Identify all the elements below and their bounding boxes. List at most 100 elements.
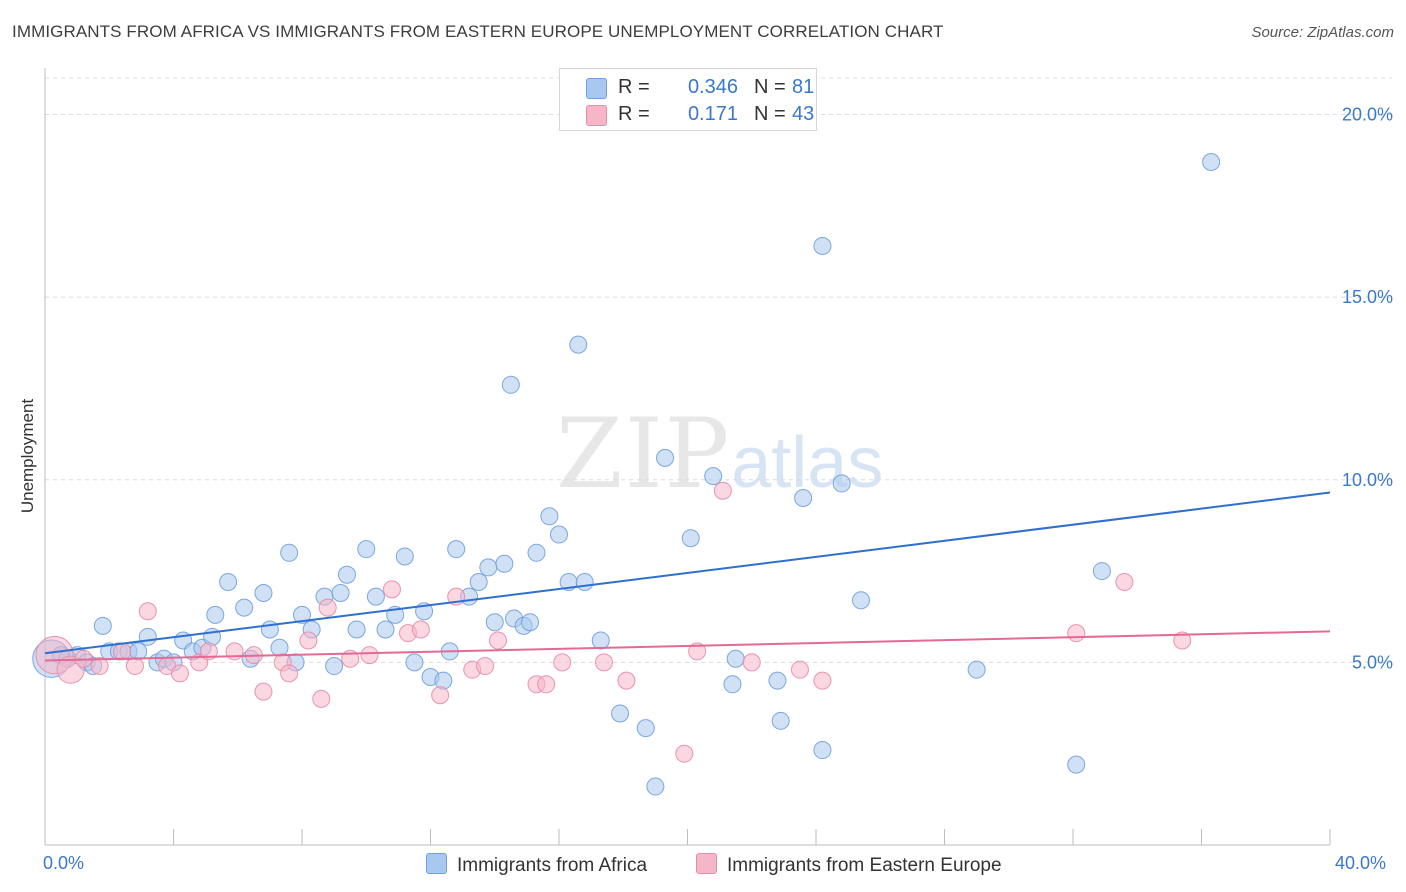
data-point-africa (206, 605, 225, 624)
data-point-eastern-europe (254, 682, 273, 701)
data-point-eastern-europe (360, 646, 379, 665)
data-point-africa (395, 547, 414, 566)
trend-line-eastern-europe (44, 630, 1331, 662)
legend-swatch-africa (586, 78, 607, 99)
data-point-eastern-europe (476, 657, 495, 676)
data-point-eastern-europe (299, 631, 318, 650)
y-tick-label: 5.0% (1352, 652, 1393, 672)
data-point-africa (337, 565, 356, 584)
data-point-eastern-europe (125, 657, 144, 676)
legend-swatch-eastern-europe (586, 105, 607, 126)
data-point-africa (646, 777, 665, 796)
data-point-africa (611, 704, 630, 723)
data-point-africa (331, 583, 350, 602)
data-point-eastern-europe (382, 580, 401, 599)
data-point-africa (681, 529, 700, 548)
data-point-eastern-europe (594, 653, 613, 672)
data-point-africa (771, 711, 790, 730)
data-point-africa (636, 719, 655, 738)
data-point-eastern-europe (688, 642, 707, 661)
legend-r-label: R = (618, 76, 650, 98)
legend-r-label: R = (618, 103, 650, 125)
correlation-legend: R = 0.346 N = 81 R = 0.171 N = 43 (559, 68, 817, 131)
source-credit: Source: ZipAtlas.com (1251, 24, 1394, 41)
x-tick-label-min: 0.0% (43, 853, 85, 873)
data-point-africa (405, 653, 424, 672)
data-point-africa (832, 474, 851, 493)
data-point-eastern-europe (411, 620, 430, 639)
data-point-africa (540, 507, 559, 526)
data-point-africa (235, 598, 254, 617)
data-point-africa (704, 467, 723, 486)
data-point-africa (485, 613, 504, 632)
data-point-eastern-europe (280, 664, 299, 683)
y-tick-label: 10.0% (1342, 470, 1393, 490)
data-point-eastern-europe (537, 675, 556, 694)
data-point-africa (347, 620, 366, 639)
data-point-africa (376, 620, 395, 639)
series-legend-africa: Immigrants from Africa (426, 853, 647, 877)
data-point-africa (813, 741, 832, 760)
data-point-africa (656, 448, 675, 467)
series-legend-eastern-europe: Immigrants from Eastern Europe (696, 853, 1002, 877)
data-point-eastern-europe (813, 671, 832, 690)
data-point-eastern-europe (713, 481, 732, 500)
data-point-eastern-europe (742, 653, 761, 672)
y-tick-label: 15.0% (1342, 287, 1393, 307)
data-point-eastern-europe (199, 642, 218, 661)
data-point-eastern-europe (138, 602, 157, 621)
x-tick-label-max: 40.0% (1335, 853, 1387, 873)
series-swatch-eastern-europe (696, 853, 717, 874)
y-axis-label: Unemployment (18, 398, 37, 514)
legend-n-value: 43 (792, 103, 815, 125)
data-point-africa (495, 554, 514, 573)
data-point-eastern-europe (617, 671, 636, 690)
data-point-africa (447, 540, 466, 559)
legend-n-label: N = (754, 76, 786, 98)
legend-r-value: 0.171 (687, 103, 738, 125)
data-point-eastern-europe (431, 686, 450, 705)
data-point-africa (851, 591, 870, 610)
data-point-eastern-europe (553, 653, 572, 672)
data-point-africa (138, 627, 157, 646)
data-point-eastern-europe (113, 642, 132, 661)
series-label-africa: Immigrants from Africa (457, 855, 648, 876)
data-point-africa (325, 657, 344, 676)
data-point-eastern-europe (318, 598, 337, 617)
trend-line-africa (44, 491, 1331, 655)
data-point-eastern-europe (488, 631, 507, 650)
data-point-africa (280, 543, 299, 562)
data-point-africa (1092, 562, 1111, 581)
chart-title: IMMIGRANTS FROM AFRICA VS IMMIGRANTS FRO… (12, 22, 944, 41)
data-point-africa (469, 573, 488, 592)
data-point-eastern-europe (170, 664, 189, 683)
data-point-africa (501, 375, 520, 394)
data-point-africa (1202, 153, 1221, 172)
data-point-africa (723, 675, 742, 694)
data-point-africa (813, 237, 832, 256)
series-swatch-africa (426, 853, 447, 874)
data-point-africa (569, 335, 588, 354)
data-point-eastern-europe (90, 657, 109, 676)
data-point-africa (479, 558, 498, 577)
data-point-africa (357, 540, 376, 559)
series-label-eastern-europe: Immigrants from Eastern Europe (727, 855, 1002, 876)
data-point-eastern-europe (312, 689, 331, 708)
data-point-africa (768, 671, 787, 690)
data-point-africa (434, 671, 453, 690)
data-point-africa (254, 583, 273, 602)
data-point-eastern-europe (790, 660, 809, 679)
data-point-africa (527, 543, 546, 562)
legend-n-value: 81 (792, 76, 815, 98)
data-point-eastern-europe (1173, 631, 1192, 650)
data-point-africa (270, 638, 289, 657)
legend-n-label: N = (754, 103, 786, 125)
data-point-africa (967, 660, 986, 679)
data-point-africa (575, 573, 594, 592)
data-point-africa (366, 587, 385, 606)
data-point-eastern-europe (1115, 573, 1134, 592)
data-point-africa (293, 605, 311, 624)
data-point-eastern-europe (1067, 624, 1086, 643)
data-point-africa (591, 631, 610, 650)
